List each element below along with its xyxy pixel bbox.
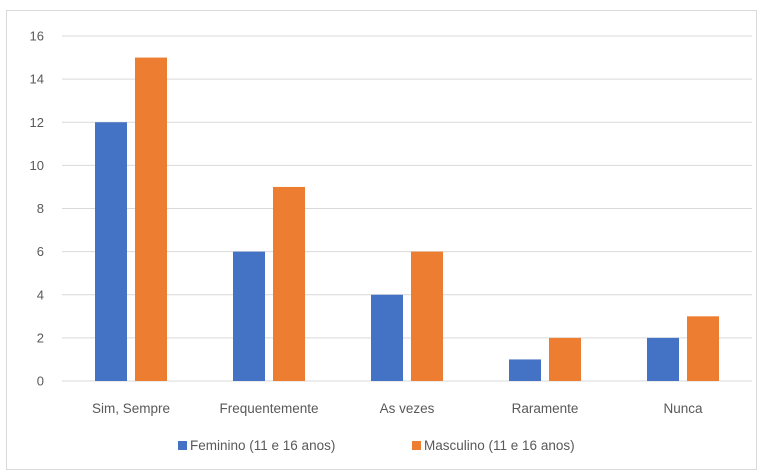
bar-feminino-1: [233, 251, 265, 381]
x-category-label-0: Sim, Sempre: [92, 401, 170, 416]
y-tick-label-2: 2: [37, 330, 44, 345]
bar-masculino-1: [273, 186, 305, 381]
y-axis-tick-labels: 0 2 4 6 8 10 12 14 16: [30, 29, 44, 389]
bar-feminino-0: [95, 122, 127, 381]
bar-masculino-3: [549, 337, 581, 381]
x-category-label-3: Raramente: [512, 401, 579, 416]
y-tick-label-0: 0: [37, 374, 44, 389]
bars: [95, 57, 719, 381]
bar-feminino-2: [371, 294, 403, 381]
legend-swatch-0: [178, 441, 187, 450]
legend-swatch-1: [412, 441, 421, 450]
legend: Feminino (11 e 16 anos) Masculino (11 e 1…: [178, 438, 575, 453]
chart-frame: [6, 10, 757, 470]
y-tick-label-6: 6: [37, 244, 44, 259]
bar-feminino-3: [509, 359, 541, 381]
x-category-label-1: Frequentemente: [219, 401, 318, 416]
y-tick-label-10: 10: [30, 158, 44, 173]
x-axis-category-labels: Sim, Sempre Frequentemente As vezes Raramen…: [92, 401, 703, 416]
bar-masculino-4: [687, 316, 719, 381]
legend-label-0: Feminino (11 e 16 anos): [190, 438, 335, 453]
y-tick-label-4: 4: [37, 287, 44, 302]
x-category-label-2: As vezes: [380, 401, 435, 416]
legend-label-1: Masculino (11 e 16 anos): [424, 438, 575, 453]
bar-masculino-2: [411, 251, 443, 381]
y-tick-label-16: 16: [30, 29, 44, 44]
y-tick-label-12: 12: [30, 115, 44, 130]
y-tick-label-14: 14: [30, 72, 44, 87]
y-tick-label-8: 8: [37, 201, 44, 216]
x-category-label-4: Nunca: [663, 401, 703, 416]
bar-masculino-0: [135, 57, 167, 381]
gridlines: [62, 35, 752, 382]
bar-feminino-4: [647, 337, 679, 381]
